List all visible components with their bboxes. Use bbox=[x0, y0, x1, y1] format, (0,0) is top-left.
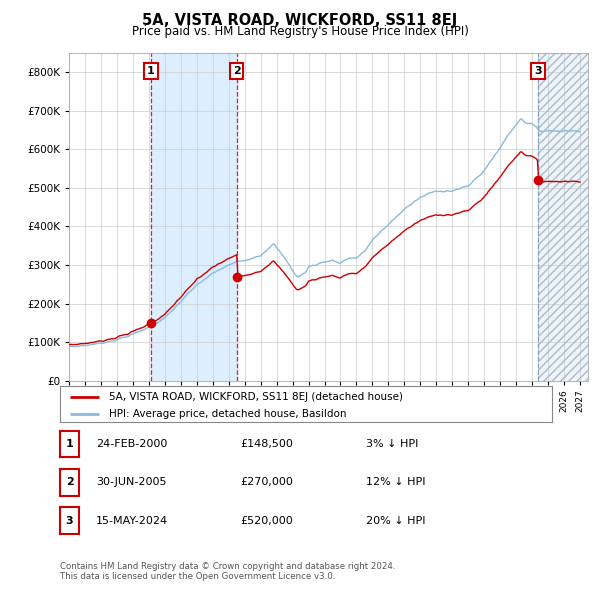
Text: 2: 2 bbox=[66, 477, 73, 487]
Text: 24-FEB-2000: 24-FEB-2000 bbox=[96, 439, 167, 449]
Text: 5A, VISTA ROAD, WICKFORD, SS11 8EJ (detached house): 5A, VISTA ROAD, WICKFORD, SS11 8EJ (deta… bbox=[109, 392, 403, 402]
Text: Contains HM Land Registry data © Crown copyright and database right 2024.: Contains HM Land Registry data © Crown c… bbox=[60, 562, 395, 571]
Bar bbox=[151, 53, 236, 381]
Bar bbox=[538, 53, 588, 381]
Text: £148,500: £148,500 bbox=[240, 439, 293, 449]
Text: 3: 3 bbox=[534, 66, 542, 76]
Text: 20% ↓ HPI: 20% ↓ HPI bbox=[366, 516, 425, 526]
Text: 5A, VISTA ROAD, WICKFORD, SS11 8EJ: 5A, VISTA ROAD, WICKFORD, SS11 8EJ bbox=[142, 13, 458, 28]
Text: HPI: Average price, detached house, Basildon: HPI: Average price, detached house, Basi… bbox=[109, 409, 347, 419]
Text: 3: 3 bbox=[66, 516, 73, 526]
Text: 30-JUN-2005: 30-JUN-2005 bbox=[96, 477, 167, 487]
Text: £270,000: £270,000 bbox=[240, 477, 293, 487]
Bar bbox=[538, 53, 588, 381]
Text: £520,000: £520,000 bbox=[240, 516, 293, 526]
Text: 2: 2 bbox=[233, 66, 241, 76]
Text: 12% ↓ HPI: 12% ↓ HPI bbox=[366, 477, 425, 487]
Text: 3% ↓ HPI: 3% ↓ HPI bbox=[366, 439, 418, 449]
Text: 15-MAY-2024: 15-MAY-2024 bbox=[96, 516, 168, 526]
Text: Price paid vs. HM Land Registry's House Price Index (HPI): Price paid vs. HM Land Registry's House … bbox=[131, 25, 469, 38]
Text: 1: 1 bbox=[66, 439, 73, 449]
Text: 1: 1 bbox=[147, 66, 155, 76]
Text: This data is licensed under the Open Government Licence v3.0.: This data is licensed under the Open Gov… bbox=[60, 572, 335, 581]
